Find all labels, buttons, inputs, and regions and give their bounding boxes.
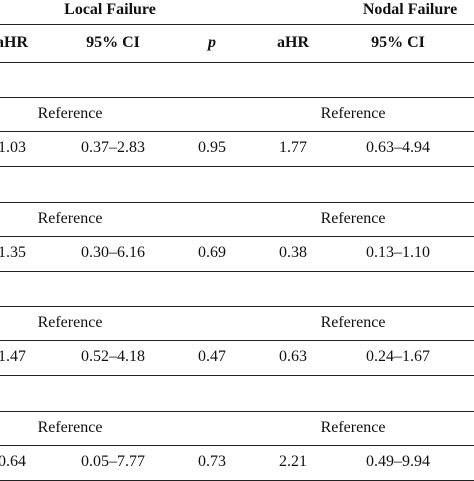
column-header: 95% CI bbox=[86, 34, 140, 51]
value-cell: 0.47 bbox=[198, 348, 226, 365]
column-header: p bbox=[208, 34, 216, 51]
value-cell: 1.35 bbox=[0, 243, 26, 261]
rule bbox=[0, 375, 474, 376]
rule bbox=[0, 235, 474, 237]
reference-cell: Reference bbox=[37, 209, 103, 227]
value-cell: 1.77 bbox=[279, 139, 307, 156]
rule bbox=[0, 201, 474, 203]
rule bbox=[0, 97, 474, 98]
rule bbox=[0, 410, 474, 412]
rule bbox=[0, 340, 474, 341]
value-cell: 0.24–1.67 bbox=[366, 348, 430, 365]
value-cell: 0.30–6.16 bbox=[81, 243, 145, 261]
group-header: Nodal Failure bbox=[362, 1, 458, 18]
value-cell: 1.47 bbox=[0, 348, 26, 365]
rule bbox=[0, 62, 474, 63]
reference-cell: Reference bbox=[320, 209, 386, 227]
column-header: 95% CI bbox=[371, 34, 425, 51]
column-header: aHR bbox=[277, 34, 309, 51]
value-cell: 0.05–7.77 bbox=[81, 452, 145, 470]
reference-cell: Reference bbox=[37, 418, 103, 436]
value-cell: 0.37–2.83 bbox=[81, 139, 145, 156]
value-cell: 1.03 bbox=[0, 139, 26, 156]
rule bbox=[0, 24, 474, 25]
column-header: aHR bbox=[0, 34, 28, 51]
reference-cell: Reference bbox=[37, 314, 103, 331]
value-cell: 0.63 bbox=[279, 348, 307, 365]
value-cell: 0.73 bbox=[198, 452, 226, 470]
rule bbox=[0, 444, 474, 446]
value-cell: 0.52–4.18 bbox=[81, 348, 145, 365]
reference-cell: Reference bbox=[37, 105, 103, 122]
reference-cell: Reference bbox=[320, 418, 386, 436]
rule bbox=[0, 131, 474, 132]
rule bbox=[0, 270, 474, 272]
rule bbox=[0, 306, 474, 307]
value-cell: 0.13–1.10 bbox=[366, 243, 430, 261]
group-header: Local Failure bbox=[64, 1, 156, 18]
value-cell: 0.63–4.94 bbox=[366, 139, 430, 156]
rule bbox=[0, 166, 474, 167]
value-cell: 0.64 bbox=[0, 452, 26, 470]
reference-cell: Reference bbox=[320, 314, 386, 331]
rule bbox=[0, 479, 474, 481]
value-cell: 2.21 bbox=[279, 452, 307, 470]
value-cell: 0.69 bbox=[198, 243, 226, 261]
reference-cell: Reference bbox=[320, 105, 386, 122]
value-cell: 0.38 bbox=[279, 243, 307, 261]
value-cell: 0.95 bbox=[198, 139, 226, 156]
value-cell: 0.49–9.94 bbox=[366, 452, 430, 470]
